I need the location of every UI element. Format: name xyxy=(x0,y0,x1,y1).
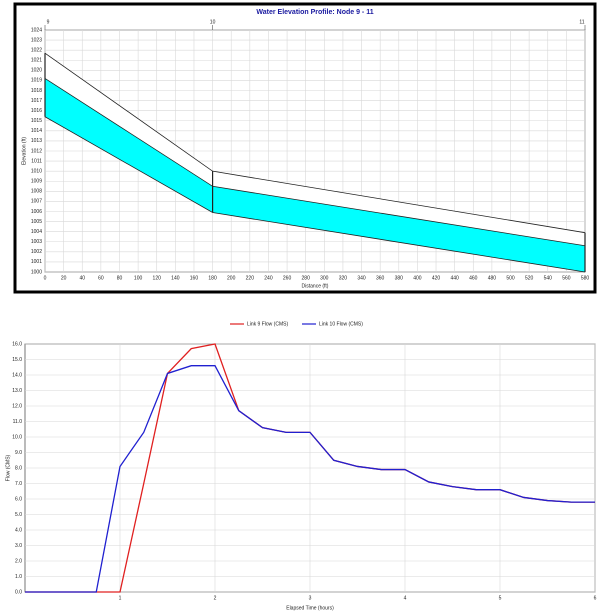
x-tick-label: 360 xyxy=(376,275,385,281)
legend-label: Link 10 Flow (CMS) xyxy=(319,321,363,327)
y-tick-label: 5.0 xyxy=(15,512,22,518)
x-tick-label: 440 xyxy=(450,275,459,281)
y-tick-label: 1012 xyxy=(31,148,42,154)
y-tick-label: 1018 xyxy=(31,88,42,94)
x-tick-label: 100 xyxy=(134,275,143,281)
x-tick-label: 240 xyxy=(264,275,273,281)
x-tick-label: 540 xyxy=(544,275,553,281)
y-tick-label: 1005 xyxy=(31,219,42,225)
y-tick-label: 1003 xyxy=(31,239,42,245)
y-tick-label: 1017 xyxy=(31,98,42,104)
y-tick-label: 10.0 xyxy=(12,434,22,440)
x-tick-label: 40 xyxy=(79,275,85,281)
x-tick-label: 80 xyxy=(117,275,123,281)
x-tick-label: 380 xyxy=(395,275,404,281)
y-tick-label: 1021 xyxy=(31,58,42,64)
x-tick-label: 300 xyxy=(320,275,329,281)
y-tick-label: 9.0 xyxy=(15,450,22,456)
y-tick-label: 1.0 xyxy=(15,574,22,580)
y-tick-label: 16.0 xyxy=(12,341,22,347)
y-tick-label: 15.0 xyxy=(12,357,22,363)
y-tick-label: 14.0 xyxy=(12,372,22,378)
y-tick-label: 2.0 xyxy=(15,558,22,564)
x-tick-label: 6 xyxy=(594,595,597,601)
x-tick-label: 60 xyxy=(98,275,104,281)
y-tick-label: 3.0 xyxy=(15,543,22,549)
y-tick-label: 1024 xyxy=(31,27,42,33)
y-tick-label: 11.0 xyxy=(13,419,23,425)
x-tick-label: 200 xyxy=(227,275,236,281)
y-tick-label: 1015 xyxy=(31,118,42,124)
x-tick-label: 220 xyxy=(246,275,255,281)
x-tick-label: 560 xyxy=(562,275,571,281)
node-label: 11 xyxy=(579,19,584,25)
x-tick-label: 120 xyxy=(153,275,162,281)
x-tick-label: 5 xyxy=(499,595,502,601)
x-tick-label: 4 xyxy=(404,595,407,601)
x-axis-label: Distance (ft) xyxy=(302,283,329,289)
x-tick-label: 3 xyxy=(309,595,312,601)
node-label: 10 xyxy=(210,19,216,25)
node-label: 9 xyxy=(47,19,50,25)
y-tick-label: 1014 xyxy=(31,128,42,134)
y-tick-label: 1006 xyxy=(31,209,42,215)
x-tick-label: 1 xyxy=(119,595,122,601)
x-tick-label: 20 xyxy=(61,275,67,281)
y-tick-label: 1016 xyxy=(31,108,42,114)
y-tick-label: 1010 xyxy=(31,168,42,174)
x-tick-label: 180 xyxy=(208,275,217,281)
x-tick-label: 160 xyxy=(190,275,199,281)
x-tick-label: 400 xyxy=(413,275,422,281)
x-tick-label: 520 xyxy=(525,275,534,281)
y-tick-label: 1001 xyxy=(31,259,42,265)
y-axis-label: Flow (CMS) xyxy=(5,454,11,481)
x-tick-label: 140 xyxy=(171,275,180,281)
y-tick-label: 13.0 xyxy=(12,388,22,394)
y-tick-label: 1008 xyxy=(31,189,42,195)
y-tick-label: 1011 xyxy=(31,158,42,164)
y-tick-label: 8.0 xyxy=(15,465,22,471)
y-tick-label: 1020 xyxy=(31,68,42,74)
flow-line xyxy=(25,365,595,593)
x-tick-label: 260 xyxy=(283,275,292,281)
x-tick-label: 0 xyxy=(44,275,47,281)
y-tick-label: 0.0 xyxy=(15,589,22,595)
water-fill xyxy=(45,78,585,273)
x-tick-label: 460 xyxy=(469,275,478,281)
y-tick-label: 12.0 xyxy=(12,403,22,409)
x-tick-label: 340 xyxy=(357,275,366,281)
legend-label: Link 9 Flow (CMS) xyxy=(247,321,288,327)
y-tick-label: 1007 xyxy=(31,199,42,205)
y-axis-label: Elevation (ft) xyxy=(21,137,27,165)
y-tick-label: 6.0 xyxy=(15,496,22,502)
x-tick-label: 320 xyxy=(339,275,348,281)
x-tick-label: 580 xyxy=(581,275,590,281)
y-tick-label: 1002 xyxy=(31,249,42,255)
y-tick-label: 7.0 xyxy=(15,481,22,487)
y-tick-label: 1000 xyxy=(31,269,42,275)
y-tick-label: 1019 xyxy=(31,78,42,84)
x-tick-label: 480 xyxy=(488,275,497,281)
y-tick-label: 1004 xyxy=(31,229,42,235)
y-tick-label: 1022 xyxy=(31,47,42,53)
x-tick-label: 280 xyxy=(302,275,311,281)
x-tick-label: 420 xyxy=(432,275,441,281)
y-tick-label: 4.0 xyxy=(15,527,22,533)
x-tick-label: 2 xyxy=(214,595,217,601)
x-axis-label: Elapsed Time (hours) xyxy=(286,605,334,611)
pipe-body xyxy=(45,53,585,272)
x-tick-label: 500 xyxy=(506,275,515,281)
y-tick-label: 1009 xyxy=(31,179,42,185)
y-tick-label: 1013 xyxy=(31,138,42,144)
y-tick-label: 1023 xyxy=(31,37,42,43)
chart-title: Water Elevation Profile: Node 9 - 11 xyxy=(256,9,373,16)
